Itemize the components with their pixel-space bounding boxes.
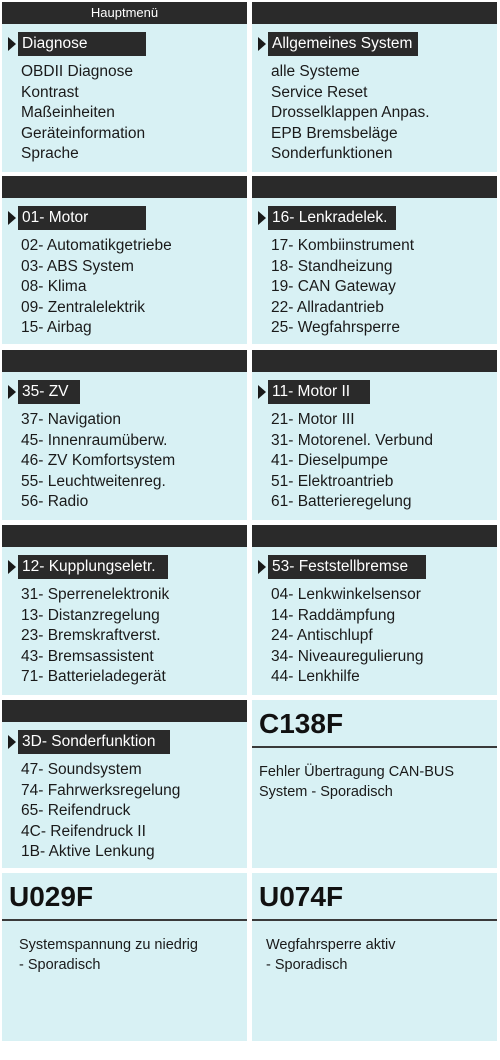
panel-header	[2, 350, 247, 372]
menu-item[interactable]: 15- Airbag	[21, 319, 92, 336]
menu-panel-systems-2: 16- Lenkradelek. 17- Kombiinstrument 18-…	[252, 176, 497, 344]
menu-item-selected[interactable]: 01- Motor	[8, 206, 247, 230]
selection-arrow-icon	[8, 735, 16, 749]
menu-item[interactable]: Service Reset	[271, 83, 368, 101]
selection-arrow-icon	[8, 560, 16, 574]
menu-item[interactable]: Kontrast	[21, 83, 79, 101]
menu-panel-diagnose: Allgemeines System alle Systeme Service …	[252, 2, 497, 172]
menu-item[interactable]: EPB Bremsbeläge	[271, 124, 398, 142]
menu-item[interactable]: Sonderfunktionen	[271, 145, 393, 162]
menu-item[interactable]: 47- Soundsystem	[21, 761, 142, 778]
menu-item[interactable]: Geräteinformation	[21, 124, 146, 142]
selection-arrow-icon	[258, 560, 266, 574]
panel-header	[2, 525, 247, 547]
menu-item-selected[interactable]: 16- Lenkradelek.	[258, 206, 497, 230]
menu-item-selected[interactable]: 35- ZV	[8, 380, 247, 404]
menu-item[interactable]: 51- Elektroantrieb	[271, 472, 394, 490]
menu-item[interactable]: 17- Kombiinstrument	[271, 237, 415, 254]
fault-description-line: System - Sporadisch	[259, 784, 393, 800]
fault-code: U074F	[259, 881, 344, 912]
menu-item[interactable]: 4C- Reifendruck II	[21, 822, 146, 840]
menu-item-selected[interactable]: Diagnose	[8, 32, 247, 56]
menu-item[interactable]: 19- CAN Gateway	[271, 278, 396, 295]
menu-item[interactable]: 74- Fahrwerksregelung	[21, 781, 181, 799]
panel-header	[2, 176, 247, 198]
fault-description-line: - Sporadisch	[266, 957, 348, 973]
fault-description-line: Wegfahrsperre aktiv	[266, 937, 396, 953]
menu-item[interactable]: 21- Motor III	[271, 411, 355, 428]
fault-description: Systemspannung zu niedrig - Sporadisch	[2, 921, 247, 975]
menu-item-selected[interactable]: 11- Motor II	[258, 380, 497, 404]
menu-item[interactable]: 03- ABS System	[21, 257, 134, 275]
menu-panel-systems-5: 12- Kupplungseletr. 31- Sperrenelektroni…	[2, 525, 247, 695]
menu-item[interactable]: 1B- Aktive Lenkung	[21, 843, 155, 860]
selection-arrow-icon	[8, 37, 16, 51]
menu-item[interactable]: 25- Wegfahrsperre	[271, 319, 400, 336]
menu-item[interactable]: 23- Bremskraftverst.	[21, 627, 161, 644]
menu-item[interactable]: 08- Klima	[21, 278, 87, 295]
selection-arrow-icon	[8, 385, 16, 399]
fault-code-panel: C138F Fehler Übertragung CAN-BUS System …	[252, 700, 497, 868]
menu-item-selected[interactable]: 12- Kupplungseletr.	[8, 555, 247, 579]
panel-header	[252, 525, 497, 547]
menu-item[interactable]: 56- Radio	[21, 493, 89, 510]
menu-item[interactable]: 45- Innenraumüberw.	[21, 431, 168, 449]
menu-item-selected[interactable]: 3D- Sonderfunktion	[8, 730, 247, 754]
menu-item[interactable]: 71- Batterieladegerät	[21, 668, 166, 685]
panel-header	[2, 700, 247, 722]
selection-arrow-icon	[258, 385, 266, 399]
menu-item[interactable]: 61- Batterieregelung	[271, 493, 412, 510]
fault-code: U029F	[9, 881, 94, 912]
fault-description-line: Systemspannung zu niedrig	[19, 937, 198, 953]
fault-code-panel: U074F Wegfahrsperre aktiv - Sporadisch	[252, 873, 497, 1041]
menu-panel-main: Hauptmenü Diagnose OBDII Diagnose Kontra…	[2, 2, 247, 172]
menu-item[interactable]: 24- Antischlupf	[271, 627, 373, 644]
menu-item[interactable]: 44- Lenkhilfe	[271, 668, 360, 685]
menu-item[interactable]: 41- Dieselpumpe	[271, 452, 389, 469]
menu-item[interactable]: 04- Lenkwinkelsensor	[271, 586, 421, 603]
fault-code: C138F	[259, 708, 344, 739]
panel-header: Hauptmenü	[2, 2, 247, 24]
menu-item[interactable]: 18- Standheizung	[271, 257, 393, 275]
menu-item[interactable]: 02- Automatikgetriebe	[21, 237, 172, 254]
menu-item[interactable]: 43- Bremsassistent	[21, 647, 154, 665]
fault-description: Wegfahrsperre aktiv - Sporadisch	[252, 921, 497, 975]
menu-item-selected[interactable]: 53- Feststellbremse	[258, 555, 497, 579]
menu-item[interactable]: 34- Niveauregulierung	[271, 647, 424, 665]
panel-header	[252, 176, 497, 198]
menu-item[interactable]: 37- Navigation	[21, 411, 121, 428]
menu-item[interactable]: alle Systeme	[271, 63, 360, 80]
menu-item[interactable]: Drosselklappen Anpas.	[271, 104, 430, 121]
menu-panel-systems-1: 01- Motor 02- Automatikgetriebe 03- ABS …	[2, 176, 247, 344]
menu-panel-systems-6: 53- Feststellbremse 04- Lenkwinkelsensor…	[252, 525, 497, 695]
menu-item[interactable]: 55- Leuchtweitenreg.	[21, 472, 166, 490]
menu-panel-systems-3: 35- ZV 37- Navigation 45- Innenraumüberw…	[2, 350, 247, 520]
menu-panel-systems-4: 11- Motor II 21- Motor III 31- Motorenel…	[252, 350, 497, 520]
fault-description-line: - Sporadisch	[19, 957, 101, 973]
menu-item[interactable]: 46- ZV Komfortsystem	[21, 452, 176, 469]
panel-header	[252, 350, 497, 372]
menu-item-selected[interactable]: Allgemeines System	[258, 32, 497, 56]
menu-panel-systems-7: 3D- Sonderfunktion 47- Soundsystem 74- F…	[2, 700, 247, 868]
fault-description: Fehler Übertragung CAN-BUS System - Spor…	[252, 748, 497, 802]
fault-description-line: Fehler Übertragung CAN-BUS	[259, 764, 455, 780]
fault-code-panel: U029F Systemspannung zu niedrig - Sporad…	[2, 873, 247, 1041]
selection-arrow-icon	[8, 211, 16, 225]
menu-item[interactable]: 31- Sperrenelektronik	[21, 586, 170, 603]
menu-item[interactable]: 22- Allradantrieb	[271, 298, 384, 316]
menu-item[interactable]: 14- Raddämpfung	[271, 606, 396, 624]
menu-item[interactable]: Sprache	[21, 145, 79, 162]
menu-item[interactable]: 09- Zentralelektrik	[21, 298, 146, 316]
divider	[252, 746, 497, 748]
panel-header	[252, 2, 497, 24]
menu-item[interactable]: 65- Reifendruck	[21, 802, 131, 819]
menu-item[interactable]: OBDII Diagnose	[21, 63, 133, 80]
selection-arrow-icon	[258, 37, 266, 51]
menu-item[interactable]: 13- Distanzregelung	[21, 606, 160, 624]
divider	[252, 919, 497, 921]
menu-item[interactable]: 31- Motorenel. Verbund	[271, 431, 433, 449]
divider	[2, 919, 247, 921]
menu-item[interactable]: Maßeinheiten	[21, 104, 115, 121]
selection-arrow-icon	[258, 211, 266, 225]
